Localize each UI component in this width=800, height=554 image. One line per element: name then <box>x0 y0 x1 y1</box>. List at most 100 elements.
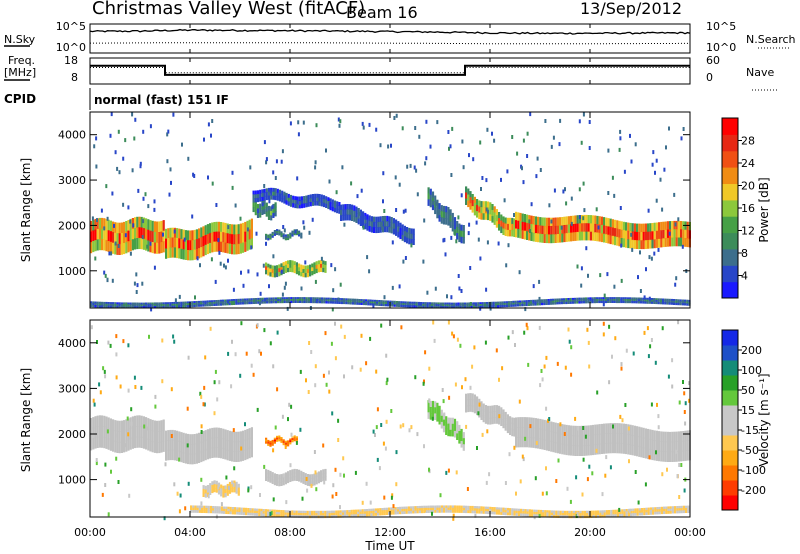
power-cell <box>235 224 238 235</box>
power-cell <box>455 302 458 305</box>
power-cell <box>659 302 662 305</box>
velocity-cell <box>302 475 305 481</box>
velocity-cell <box>140 415 143 427</box>
power-cbar-swatch <box>722 281 738 299</box>
velocity-speck <box>648 455 651 460</box>
velocity-cell <box>449 417 452 425</box>
velocity-speck <box>399 424 402 429</box>
velocity-cell <box>267 473 270 478</box>
power-cell <box>373 221 376 228</box>
velocity-speck <box>134 385 137 389</box>
power-speck <box>560 225 563 230</box>
power-speck <box>227 299 230 304</box>
velocity-cell <box>227 506 230 510</box>
velocity-cell <box>605 433 608 444</box>
power-cell <box>478 206 481 213</box>
power-cbar-tick-label: 28 <box>741 135 755 148</box>
velocity-cell <box>544 512 547 516</box>
velocity-speck <box>620 362 623 367</box>
velocity-cell <box>489 506 492 510</box>
power-cell <box>589 299 592 302</box>
power-cell <box>127 302 130 305</box>
velocity-cell <box>103 415 106 427</box>
power-cell <box>200 300 203 304</box>
power-cell <box>600 299 603 302</box>
velocity-speck <box>272 448 275 453</box>
velocity-cell <box>178 451 181 462</box>
velocity-cell <box>520 511 523 514</box>
power-cell <box>403 225 406 232</box>
power-speck <box>630 159 633 164</box>
power-cell <box>280 263 283 268</box>
velocity-cell <box>480 407 483 414</box>
power-speck <box>418 134 421 139</box>
velocity-speck <box>527 362 530 367</box>
velocity-cell <box>228 489 232 494</box>
velocity-cell <box>293 512 296 516</box>
power-cell <box>355 206 358 213</box>
velocity-cell <box>348 512 351 515</box>
velocity-cell <box>542 510 545 513</box>
power-cell <box>195 239 198 250</box>
velocity-speck <box>431 416 434 421</box>
power-cell <box>369 299 372 302</box>
power-cell <box>574 232 577 241</box>
velocity-speck <box>555 479 558 483</box>
power-cell <box>386 215 389 222</box>
power-cell <box>105 240 108 252</box>
power-cell <box>642 240 645 250</box>
power-cell <box>642 297 645 300</box>
power-cell <box>307 194 310 200</box>
power-cell <box>298 196 301 201</box>
power-speck <box>166 132 169 137</box>
power-cell <box>666 300 669 303</box>
power-cell <box>284 264 287 270</box>
velocity-cell <box>685 505 688 509</box>
velocity-cell <box>632 513 635 516</box>
power-cell <box>640 223 643 233</box>
velocity-cell <box>649 509 652 513</box>
power-speck <box>240 270 242 275</box>
power-cell <box>598 300 601 304</box>
velocity-cell <box>209 510 212 514</box>
power-cell <box>391 304 394 307</box>
power-cell <box>296 204 299 209</box>
power-speck <box>668 126 670 131</box>
power-cell <box>329 202 332 207</box>
power-cell <box>271 231 274 235</box>
velocity-cell <box>493 511 496 515</box>
power-cell <box>305 300 308 304</box>
power-cell <box>320 267 323 272</box>
power-speck <box>453 230 456 235</box>
power-speck <box>136 283 139 288</box>
power-cell <box>230 299 233 302</box>
power-cell <box>493 212 496 219</box>
power-cell <box>266 301 269 304</box>
velocity-cell <box>269 474 272 479</box>
power-cell <box>364 212 367 219</box>
power-cell <box>327 197 330 202</box>
velocity-cell <box>651 429 654 441</box>
velocity-speck <box>148 334 150 339</box>
velocity-speck <box>369 500 372 505</box>
power-cell <box>272 191 275 196</box>
power-cell <box>334 297 337 301</box>
velocity-cell <box>425 510 428 513</box>
velocity-cell <box>599 510 602 514</box>
velocity-cell <box>460 510 463 513</box>
power-cell <box>545 299 548 302</box>
power-cell <box>129 302 132 305</box>
power-speck <box>639 250 641 255</box>
velocity-cell <box>603 433 606 444</box>
power-cell <box>267 263 270 268</box>
power-cell <box>222 222 225 233</box>
velocity-speck <box>95 458 98 462</box>
velocity-cell <box>598 434 601 445</box>
power-cell <box>204 235 207 246</box>
power-cell <box>530 301 533 304</box>
power-speck <box>588 146 591 150</box>
velocity-cell <box>289 442 292 445</box>
power-speck <box>404 256 407 260</box>
power-speck <box>651 162 654 167</box>
